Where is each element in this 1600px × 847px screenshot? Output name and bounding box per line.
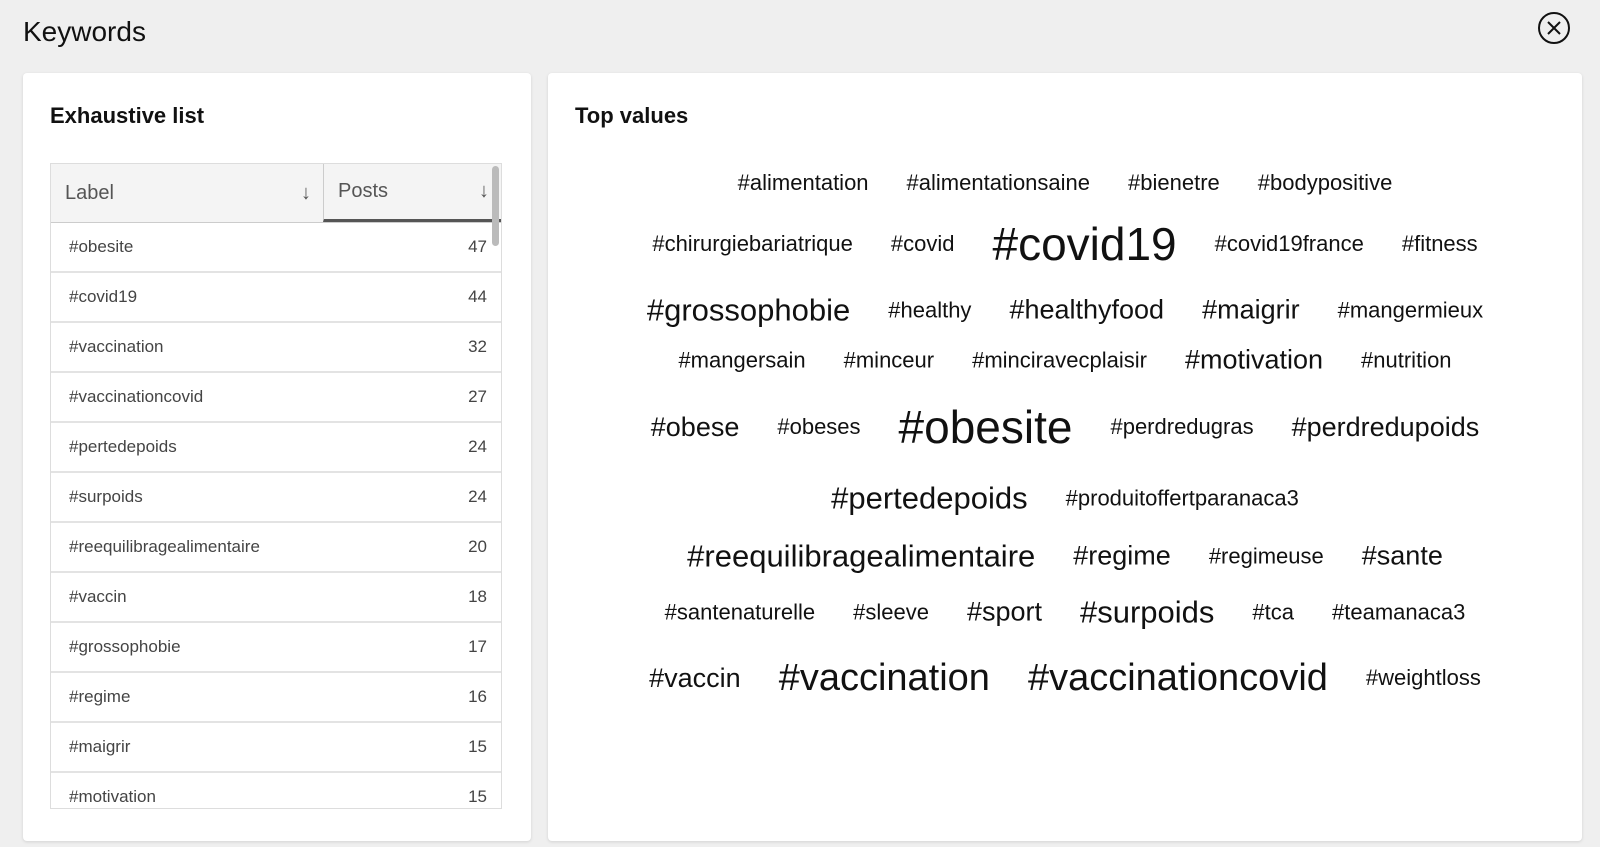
table-row[interactable]: #reequilibragealimentaire 20 [51,523,501,573]
row-label: #vaccin [69,587,127,606]
column-header-label[interactable]: Label ↓ [65,181,311,204]
arrow-down-icon: ↓ [479,180,489,202]
keywords-table: Label ↓ Posts ↓ #obesite 47 #covid19 44 #vacci… [50,163,502,809]
word-cloud-row: #obese #obeses #obesite #perdredugras #perdr… [568,404,1562,450]
keyword[interactable]: #healthy [888,297,972,322]
word-cloud-row: #santenaturelle #sleeve #sport #surpoids #tc… [568,597,1562,628]
keyword[interactable]: #weightloss [1365,665,1481,690]
keyword[interactable]: #produitoffertparanaca3 [1065,485,1299,510]
keyword[interactable]: #sante [1361,540,1443,571]
keyword[interactable]: #pertedepoids [831,480,1028,516]
row-posts: 16 [468,687,487,706]
column-header-posts[interactable]: Posts ↓ [323,164,501,222]
keyword[interactable]: #chirurgiebariatrique [652,231,853,256]
table-row[interactable]: #obesite 47 [51,223,501,273]
row-label: #motivation [69,787,156,806]
word-cloud-row: #grossophobie #healthy #healthyfood #maigri… [568,295,1562,326]
keyword[interactable]: #motivation [1184,344,1324,375]
table-row[interactable]: #vaccin 18 [51,573,501,623]
keyword[interactable]: #maigrir [1202,294,1300,325]
row-label: #surpoids [69,487,143,506]
keyword[interactable]: #santenaturelle [664,599,816,624]
keyword[interactable]: #covid19france [1214,231,1364,256]
table-row[interactable]: #pertedepoids 24 [51,423,501,473]
word-cloud-row: #reequilibragealimentaire #regime #regimeu… [568,541,1562,572]
top-values-title: Top values [575,103,689,128]
keyword[interactable]: #fitness [1401,231,1478,256]
row-posts: 24 [468,487,487,506]
row-posts: 47 [468,237,487,256]
keyword[interactable]: #mangersain [678,347,806,372]
row-posts: 18 [468,587,487,606]
keyword[interactable]: #surpoids [1080,594,1215,630]
row-label: #pertedepoids [69,437,177,456]
keyword[interactable]: #minciravecplaisir [972,347,1147,372]
row-posts: 17 [468,637,487,656]
row-posts: 32 [468,337,487,356]
keyword[interactable]: #minceur [843,347,935,372]
table-row[interactable]: #vaccinationcovid 27 [51,373,501,423]
keyword[interactable]: #nutrition [1361,347,1452,372]
keyword[interactable]: #obeses [777,414,861,439]
keyword[interactable]: #obesite [898,401,1073,453]
keyword[interactable]: #vaccinationcovid [1027,657,1328,699]
keyword[interactable]: #vaccin [649,662,741,693]
keyword[interactable]: #healthyfood [1009,294,1165,325]
keyword[interactable]: #perdredupoids [1291,411,1480,442]
row-posts: 27 [468,387,487,406]
row-label: #regime [69,687,131,706]
keyword[interactable]: #covid [890,231,955,256]
exhaustive-list-title: Exhaustive list [50,103,205,128]
keyword[interactable]: #regime [1073,540,1171,571]
keyword[interactable]: #obese [650,411,740,442]
row-label: #covid19 [69,287,138,306]
row-label: #grossophobie [69,637,181,656]
page-title: Keywords [23,16,146,47]
row-posts: 44 [468,287,487,306]
word-cloud-row: #vaccin #vaccination #vaccinationcovid #wei… [568,659,1562,697]
keyword[interactable]: #covid19 [992,218,1177,270]
table-row[interactable]: #vaccination 32 [51,323,501,373]
row-label: #vaccinationcovid [69,387,204,406]
keyword[interactable]: #reequilibragealimentaire [687,538,1036,574]
table-row[interactable]: #maigrir 15 [51,723,501,773]
word-cloud-row: #mangersain #minceur #minciravecplaisir #mo… [568,344,1562,375]
keyword[interactable]: #sport [966,596,1042,627]
keyword[interactable]: #mangermieux [1337,297,1484,322]
close-button[interactable] [1538,12,1570,44]
keyword[interactable]: #regimeuse [1208,543,1324,568]
row-label: #reequilibragealimentaire [69,537,260,556]
word-cloud-row: #alimentation #alimentationsaine #bienetre… [568,172,1562,194]
keyword[interactable]: #tca [1252,599,1295,624]
keyword[interactable]: #bodypositive [1257,170,1393,195]
row-posts: 24 [468,437,487,456]
keyword[interactable]: #alimentationsaine [906,170,1091,195]
row-posts: 20 [468,537,487,556]
exhaustive-list-panel: Exhaustive list Label ↓ Posts ↓ #obesite 47… [23,73,531,841]
word-cloud-row: #pertedepoids #produitoffertparanaca3 [568,483,1562,514]
table-row[interactable]: #regime 16 [51,673,501,723]
close-icon [1547,21,1561,35]
table-row[interactable]: #motivation 15 [51,773,501,808]
row-label: #vaccination [69,337,164,356]
keyword[interactable]: #sleeve [853,599,929,624]
arrow-down-icon: ↓ [301,181,311,204]
row-label: #maigrir [69,737,131,756]
keyword[interactable]: #perdredugras [1110,414,1254,439]
keyword[interactable]: #bienetre [1128,170,1220,195]
table-row[interactable]: #grossophobie 17 [51,623,501,673]
keyword[interactable]: #grossophobie [646,292,851,328]
table-row[interactable]: #covid19 44 [51,273,501,323]
row-label: #obesite [69,237,134,256]
keyword[interactable]: #vaccination [778,657,990,699]
scrollbar[interactable] [492,166,499,246]
row-posts: 15 [468,737,487,756]
word-cloud-row: #chirurgiebariatrique #covid #covid19 #covi… [568,221,1562,267]
row-posts: 15 [468,787,487,806]
table-row[interactable]: #surpoids 24 [51,473,501,523]
keyword[interactable]: #teamanaca3 [1332,599,1466,624]
top-values-panel: Top values #alimentation #alimentationsai… [548,73,1582,841]
keyword[interactable]: #alimentation [737,170,869,195]
